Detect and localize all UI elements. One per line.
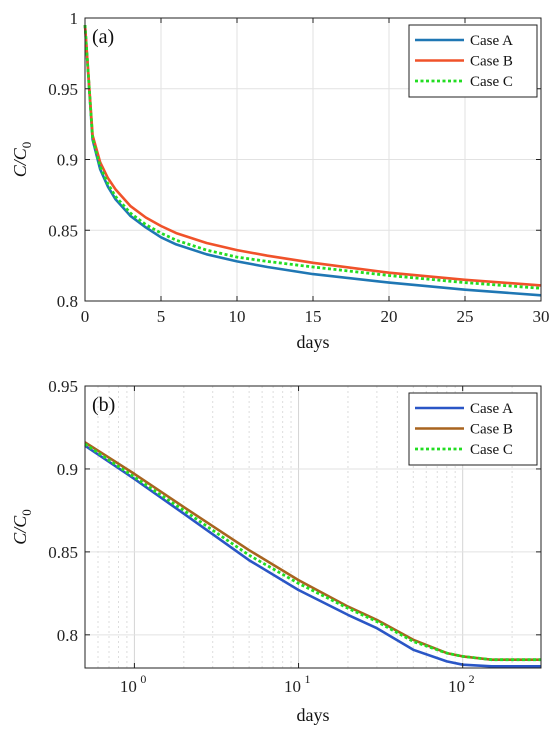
y-tick-label: 0.9	[57, 460, 78, 479]
x-tick-label: 20	[381, 307, 398, 326]
x-tick-label: 5	[157, 307, 166, 326]
x-axis-label: days	[297, 332, 330, 352]
panel-label: (a)	[92, 26, 114, 48]
series-line-case-c	[83, 25, 542, 290]
x-tick-label: 15	[305, 307, 322, 326]
y-tick-label: 0.95	[48, 377, 78, 396]
legend-entry-case-a: Case A	[470, 401, 513, 417]
legend-entry-case-c: Case C	[470, 442, 513, 458]
legend-entry-case-b: Case B	[470, 54, 513, 70]
x-tick-label: 10	[229, 307, 246, 326]
axes-frame	[84, 385, 542, 669]
x-tick-label-exponent: 0	[140, 672, 146, 686]
y-tick-label: 0.8	[57, 292, 78, 311]
y-tick-label: 0.85	[48, 543, 78, 562]
y-tick-label: 0.8	[57, 626, 78, 645]
series-line-case-a	[84, 444, 541, 668]
chart-panel-a: 0 5 10 15 20 25 30 0.8 0.85 0.9 0.95 1 days C/C0 (a) Ca…	[10, 9, 550, 352]
legend: Case A Case B Case C	[408, 24, 538, 98]
y-axis-label: C/C0	[10, 509, 34, 545]
x-tick-label-exponent: 1	[305, 672, 311, 686]
y-tick-label: 1	[70, 9, 79, 28]
x-tick-label-exponent: 2	[469, 672, 475, 686]
legend-entry-case-b: Case B	[470, 422, 513, 438]
series-line-case-c	[84, 442, 541, 662]
y-tick-label: 0.9	[57, 151, 78, 170]
panel-label: (b)	[92, 394, 115, 416]
x-tick-label: 30	[533, 307, 550, 326]
legend: Case A Case B Case C	[408, 392, 538, 466]
x-axis-label: days	[297, 705, 330, 725]
y-tick-label: 0.85	[48, 221, 78, 240]
legend-entry-case-c: Case C	[470, 74, 513, 90]
legend-entry-case-a: Case A	[470, 33, 513, 49]
y-axis-label: C/C0	[10, 142, 34, 178]
series-line-case-b	[83, 25, 542, 287]
x-tick-label: 0	[81, 307, 90, 326]
x-tick-label: 10	[120, 677, 137, 696]
x-tick-label: 25	[457, 307, 474, 326]
x-tick-label: 10	[284, 677, 301, 696]
y-tick-label: 0.95	[48, 80, 78, 99]
x-tick-label: 10	[448, 677, 465, 696]
